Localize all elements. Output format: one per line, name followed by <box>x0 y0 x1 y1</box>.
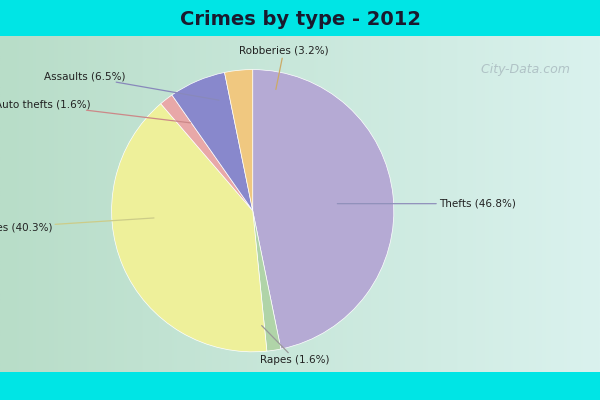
Text: Assaults (6.5%): Assaults (6.5%) <box>44 72 219 100</box>
Wedge shape <box>224 70 253 211</box>
Text: City-Data.com: City-Data.com <box>477 63 570 76</box>
Text: Crimes by type - 2012: Crimes by type - 2012 <box>179 10 421 29</box>
Wedge shape <box>112 104 267 352</box>
Wedge shape <box>253 211 281 351</box>
Text: Robberies (3.2%): Robberies (3.2%) <box>239 46 329 90</box>
Wedge shape <box>161 95 253 211</box>
Text: Auto thefts (1.6%): Auto thefts (1.6%) <box>0 100 191 123</box>
Wedge shape <box>172 72 253 211</box>
Text: Rapes (1.6%): Rapes (1.6%) <box>260 326 330 365</box>
Text: Thefts (46.8%): Thefts (46.8%) <box>337 199 516 209</box>
Wedge shape <box>253 70 394 349</box>
Text: Burglaries (40.3%): Burglaries (40.3%) <box>0 218 154 233</box>
